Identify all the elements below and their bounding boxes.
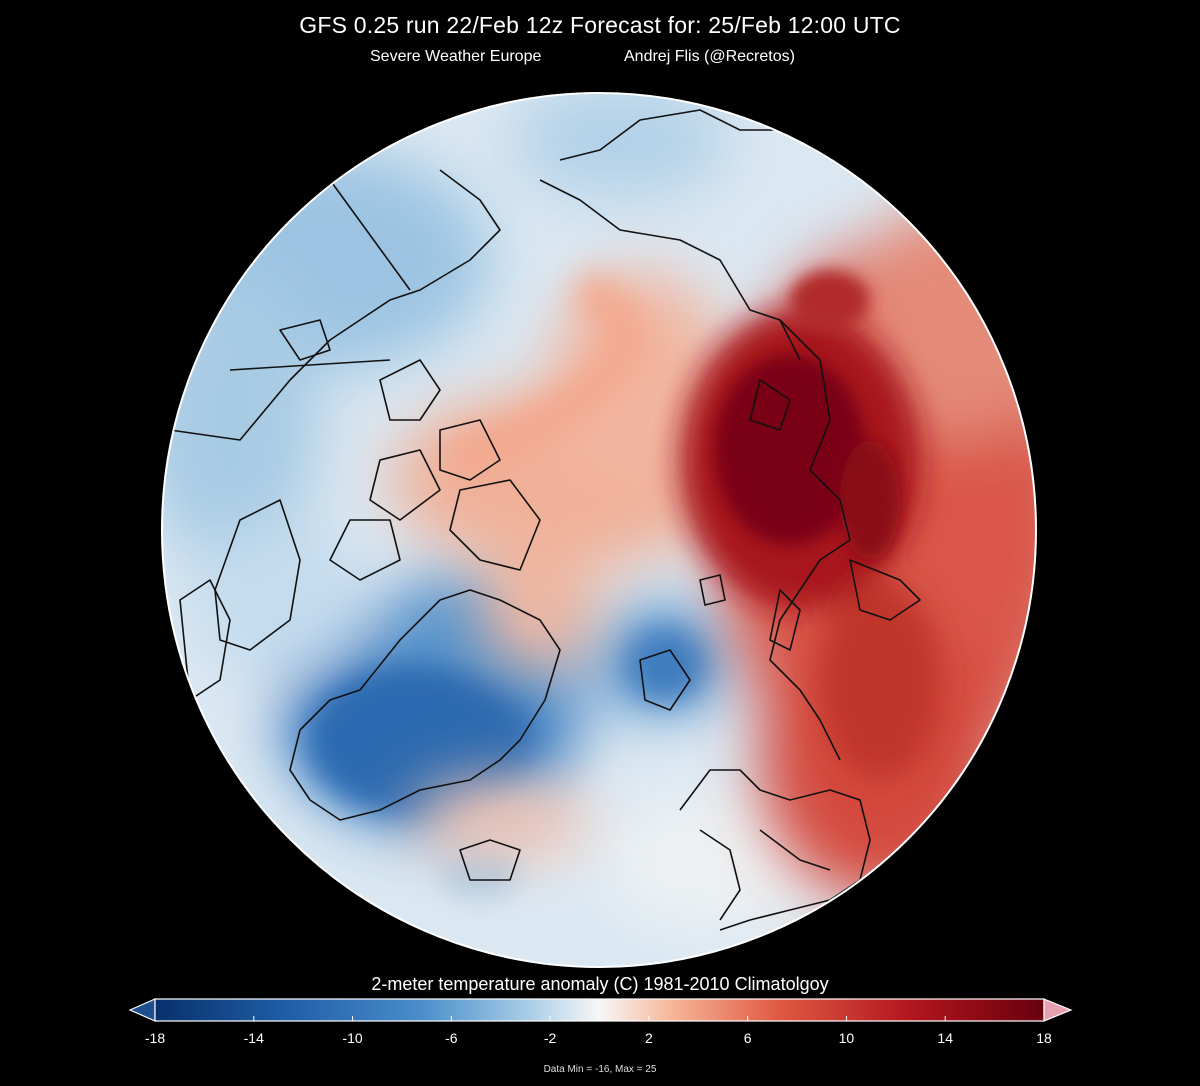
org-credit: Severe Weather Europe bbox=[370, 48, 542, 65]
colorbar-min-arrow bbox=[128, 998, 156, 1022]
colorbar-tick-label: -14 bbox=[243, 1030, 264, 1046]
colorbar-tick-label: -6 bbox=[445, 1030, 458, 1046]
colorbar-tick-label: 6 bbox=[743, 1030, 752, 1046]
colorbar-tick-label: 18 bbox=[1036, 1030, 1052, 1046]
colorbar-label: 2-meter temperature anomaly (C) 1981-201… bbox=[371, 974, 829, 994]
colorbar-tick-label: 10 bbox=[838, 1030, 855, 1046]
colorbar-max-arrow bbox=[1043, 998, 1073, 1022]
colorbar-tick-labels: -18 -14 -10 -6 -2 2 6 10 14 18 bbox=[0, 1030, 1200, 1050]
colorbar-ticks bbox=[154, 1016, 1045, 1021]
colorbar-tick-label: 14 bbox=[937, 1030, 954, 1046]
map-title: GFS 0.25 run 22/Feb 12z Forecast for: 25… bbox=[299, 12, 901, 38]
colorbar-tick-label: 2 bbox=[644, 1030, 653, 1046]
colorbar-tick-label: -10 bbox=[342, 1030, 363, 1046]
colorbar bbox=[128, 998, 1073, 1022]
colorbar-tick-label: -18 bbox=[144, 1030, 166, 1046]
anomaly-field bbox=[162, 93, 1036, 967]
colorbar-gradient bbox=[154, 998, 1045, 1022]
colorbar-tick-label: -2 bbox=[543, 1030, 557, 1046]
data-min-max: Data Min = -16, Max = 25 bbox=[543, 1064, 657, 1075]
map-border bbox=[161, 92, 1037, 968]
polar-map bbox=[161, 92, 1037, 968]
author-credit: Andrej Flis (@Recretos) bbox=[624, 48, 795, 65]
